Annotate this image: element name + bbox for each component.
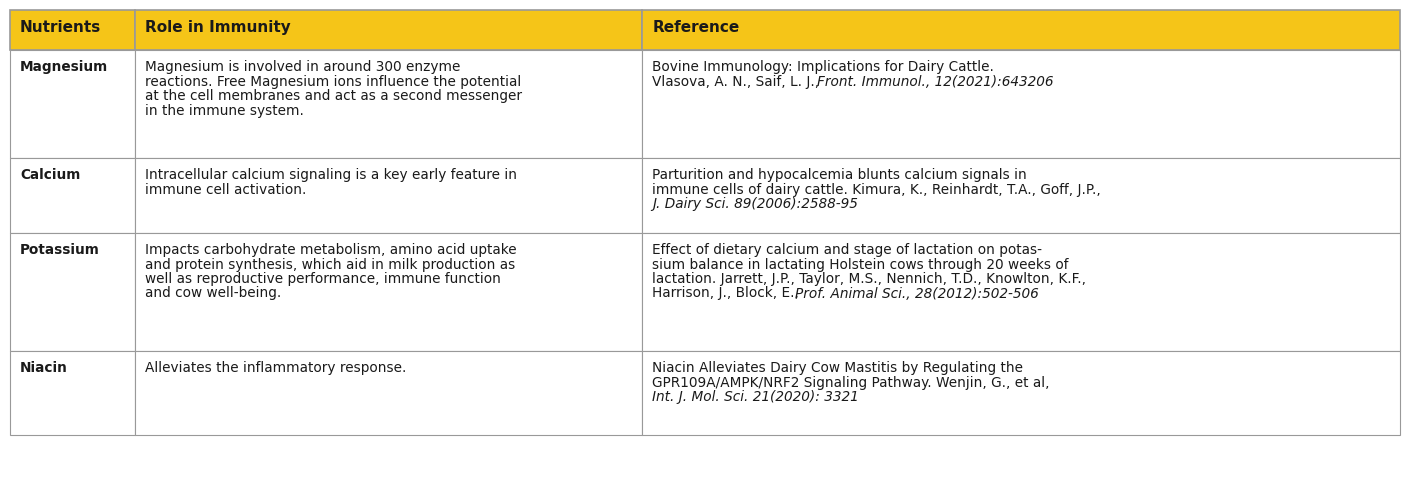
Bar [135, 233, 643, 351]
Bar [643, 233, 1400, 351]
Text: Front. Immunol., 12(2021):643206: Front. Immunol., 12(2021):643206 [818, 74, 1053, 89]
Text: Alleviates the inflammatory response.: Alleviates the inflammatory response. [145, 361, 406, 375]
Bar [643, 158, 1400, 233]
Text: J. Dairy Sci. 89(2006):2588-95: J. Dairy Sci. 89(2006):2588-95 [653, 197, 859, 211]
Bar [643, 10, 1400, 50]
Text: Impacts carbohydrate metabolism, amino acid uptake: Impacts carbohydrate metabolism, amino a… [145, 243, 516, 257]
Bar [135, 50, 643, 158]
Text: Effect of dietary calcium and stage of lactation on potas-: Effect of dietary calcium and stage of l… [653, 243, 1042, 257]
Text: and cow well-being.: and cow well-being. [145, 287, 282, 300]
Text: Magnesium is involved in around 300 enzyme: Magnesium is involved in around 300 enzy… [145, 60, 461, 74]
Bar [10, 158, 135, 233]
Text: Reference: Reference [653, 20, 740, 35]
Bar [10, 50, 135, 158]
Text: lactation. Jarrett, J.P., Taylor, M.S., Nennich, T.D., Knowlton, K.F.,: lactation. Jarrett, J.P., Taylor, M.S., … [653, 272, 1087, 286]
Bar [135, 10, 643, 50]
Text: Bovine Immunology: Implications for Dairy Cattle.: Bovine Immunology: Implications for Dair… [653, 60, 994, 74]
Text: GPR109A/AMPK/NRF2 Signaling Pathway. Wenjin, G., et al,: GPR109A/AMPK/NRF2 Signaling Pathway. Wen… [653, 376, 1050, 389]
Text: Harrison, J., Block, E.,: Harrison, J., Block, E., [653, 287, 804, 300]
Bar [10, 10, 135, 50]
Text: Parturition and hypocalcemia blunts calcium signals in: Parturition and hypocalcemia blunts calc… [653, 168, 1028, 182]
Text: sium balance in lactating Holstein cows through 20 weeks of: sium balance in lactating Holstein cows … [653, 258, 1069, 272]
Text: in the immune system.: in the immune system. [145, 104, 305, 118]
Text: Potassium: Potassium [20, 243, 100, 257]
Text: immune cell activation.: immune cell activation. [145, 183, 306, 197]
Text: well as reproductive performance, immune function: well as reproductive performance, immune… [145, 272, 501, 286]
Bar [10, 233, 135, 351]
Text: Role in Immunity: Role in Immunity [145, 20, 290, 35]
Text: and protein synthesis, which aid in milk production as: and protein synthesis, which aid in milk… [145, 258, 515, 272]
Bar [643, 351, 1400, 435]
Text: reactions. Free Magnesium ions influence the potential: reactions. Free Magnesium ions influence… [145, 74, 522, 89]
Text: Nutrients: Nutrients [20, 20, 102, 35]
Text: Niacin: Niacin [20, 361, 68, 375]
Text: Prof. Animal Sci., 28(2012):502-506: Prof. Animal Sci., 28(2012):502-506 [795, 287, 1038, 300]
Text: Magnesium: Magnesium [20, 60, 109, 74]
Text: Vlasova, A. N., Saif, L. J.,: Vlasova, A. N., Saif, L. J., [653, 74, 823, 89]
Bar [10, 351, 135, 435]
Text: immune cells of dairy cattle. Kimura, K., Reinhardt, T.A., Goff, J.P.,: immune cells of dairy cattle. Kimura, K.… [653, 183, 1101, 197]
Text: Int. J. Mol. Sci. 21(2020): 3321: Int. J. Mol. Sci. 21(2020): 3321 [653, 390, 859, 404]
Text: Niacin Alleviates Dairy Cow Mastitis by Regulating the: Niacin Alleviates Dairy Cow Mastitis by … [653, 361, 1024, 375]
Bar [135, 351, 643, 435]
Text: at the cell membranes and act as a second messenger: at the cell membranes and act as a secon… [145, 89, 522, 103]
Bar [135, 158, 643, 233]
Text: Intracellular calcium signaling is a key early feature in: Intracellular calcium signaling is a key… [145, 168, 517, 182]
Bar [643, 50, 1400, 158]
Text: Calcium: Calcium [20, 168, 80, 182]
